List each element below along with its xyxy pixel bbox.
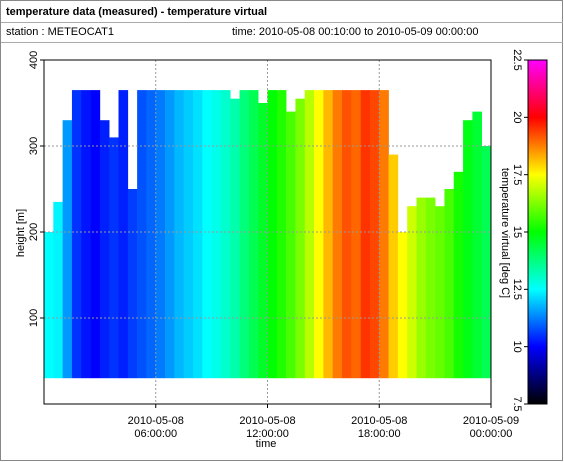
y-tick-label: 100 bbox=[28, 309, 40, 327]
heat-cell bbox=[397, 232, 408, 379]
heat-cell bbox=[118, 90, 129, 379]
heat-cell bbox=[155, 90, 166, 379]
chart-title: temperature data (measured) - temperatur… bbox=[6, 6, 267, 18]
heat-cell bbox=[202, 90, 212, 379]
colorbar bbox=[527, 59, 548, 405]
time-range: time: 2010-05-08 00:10:00 to 2010-05-09 … bbox=[232, 26, 478, 38]
heat-cell bbox=[44, 232, 54, 379]
heat-cell bbox=[425, 197, 436, 379]
heat-cell bbox=[379, 90, 389, 379]
x-axis-label: time bbox=[256, 438, 277, 450]
heat-cell bbox=[472, 111, 482, 379]
heat-cell bbox=[342, 90, 352, 379]
heat-cell bbox=[165, 90, 175, 379]
colorbar-tick-label: 15 bbox=[511, 226, 523, 238]
heat-cell bbox=[99, 120, 110, 379]
heat-cell bbox=[453, 171, 464, 379]
heat-cell bbox=[323, 90, 333, 379]
y-tick-label: 400 bbox=[28, 51, 40, 69]
x-tick-label: 2010-05-08 bbox=[351, 415, 407, 427]
colorbar-tick-label: 22.5 bbox=[511, 49, 523, 70]
colorbar-tick-label: 20 bbox=[511, 111, 523, 123]
heat-cell bbox=[369, 90, 380, 379]
heat-cell bbox=[360, 90, 371, 379]
colorbar-label: temperature virtual [deg C] bbox=[499, 168, 511, 298]
x-tick-label: 12:00:00 bbox=[246, 428, 289, 440]
heat-cell bbox=[276, 90, 287, 379]
plot-frame bbox=[43, 59, 492, 405]
heat-cell bbox=[174, 90, 184, 379]
colorbar-tick-label: 17.5 bbox=[511, 164, 523, 185]
heat-cell bbox=[332, 90, 343, 379]
x-tick-label: 2010-05-08 bbox=[239, 415, 295, 427]
heat-cell bbox=[463, 120, 473, 379]
heat-cell bbox=[90, 90, 101, 379]
heat-cell bbox=[220, 90, 231, 379]
x-tick-label: 18:00:00 bbox=[358, 428, 401, 440]
station: station : METEOCAT1 bbox=[6, 26, 114, 38]
heat-cell bbox=[258, 103, 268, 379]
heat-cell bbox=[81, 90, 91, 379]
heat-cell bbox=[444, 189, 455, 379]
heat-cell bbox=[193, 90, 203, 379]
heat-cell bbox=[351, 90, 361, 379]
heat-cell bbox=[239, 90, 250, 379]
heat-cell bbox=[481, 146, 492, 379]
heat-cell bbox=[127, 189, 138, 379]
heat-cell bbox=[286, 111, 296, 379]
heat-cell bbox=[109, 137, 119, 379]
heat-cell bbox=[314, 90, 324, 379]
heat-cell bbox=[230, 98, 240, 379]
heat-cell bbox=[416, 197, 427, 379]
x-tick-label: 00:00:00 bbox=[470, 428, 513, 440]
heat-cell bbox=[407, 206, 417, 379]
colorbar-tick-label: 10 bbox=[511, 341, 523, 353]
heat-cell bbox=[304, 90, 315, 379]
heat-cell bbox=[71, 90, 82, 379]
y-axis-label: height [m] bbox=[15, 209, 27, 257]
heat-cell bbox=[435, 206, 445, 379]
heat-cell bbox=[267, 90, 278, 379]
y-tick-label: 200 bbox=[28, 223, 40, 241]
x-tick-label: 06:00:00 bbox=[134, 428, 177, 440]
y-tick-label: 300 bbox=[28, 137, 40, 155]
heat-cell bbox=[62, 120, 73, 379]
colorbar-tick-label: 12.5 bbox=[511, 279, 523, 300]
heat-cell bbox=[388, 154, 399, 379]
heat-cell bbox=[295, 98, 306, 379]
colorbar-tick-label: 7.5 bbox=[511, 396, 523, 411]
heat-cell bbox=[137, 90, 147, 379]
heat-cell bbox=[211, 90, 222, 379]
x-tick-label: 2010-05-09 bbox=[463, 415, 519, 427]
heat-cell bbox=[183, 90, 194, 379]
heat-cell bbox=[146, 90, 157, 379]
heat-cell bbox=[53, 201, 63, 379]
heat-cell bbox=[248, 90, 259, 379]
x-tick-label: 2010-05-08 bbox=[128, 415, 184, 427]
